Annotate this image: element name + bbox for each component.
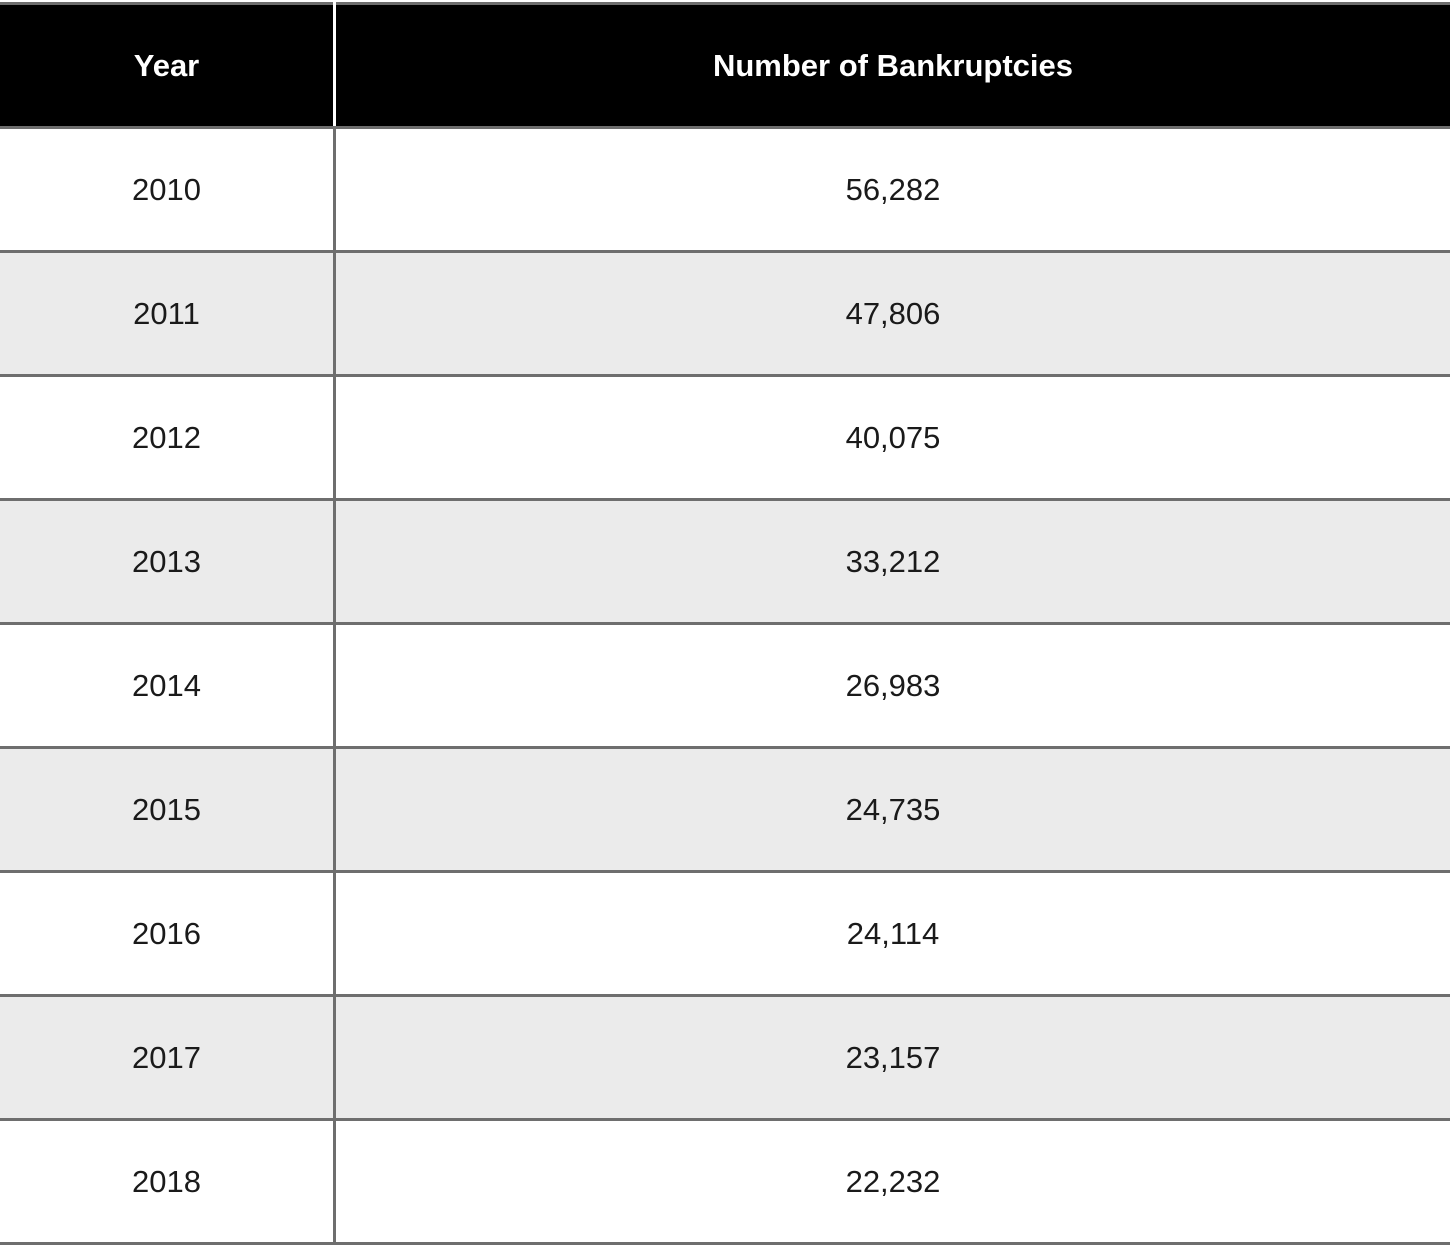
year-cell: 2010 [0, 126, 336, 253]
table-row: 2015 24,735 [0, 746, 1450, 873]
bankruptcies-cell: 26,983 [334, 622, 1450, 749]
bankruptcies-cell: 33,212 [334, 498, 1450, 625]
year-cell: 2018 [0, 1118, 336, 1245]
table-body: 2010 56,282 2011 47,806 2012 40,075 2013 33,212… [0, 126, 1450, 1245]
table-header: Year Number of Bankruptcies [0, 2, 1450, 129]
table-row: 2012 40,075 [0, 374, 1450, 501]
header-row: Year Number of Bankruptcies [0, 2, 1450, 129]
bankruptcies-cell: 22,232 [334, 1118, 1450, 1245]
table-row: 2018 22,232 [0, 1118, 1450, 1245]
column-header-year: Year [0, 2, 336, 129]
year-cell: 2017 [0, 994, 336, 1121]
table-row: 2011 47,806 [0, 250, 1450, 377]
table-row: 2016 24,114 [0, 870, 1450, 997]
year-cell: 2015 [0, 746, 336, 873]
year-cell: 2016 [0, 870, 336, 997]
column-header-bankruptcies: Number of Bankruptcies [334, 2, 1450, 129]
year-cell: 2012 [0, 374, 336, 501]
year-cell: 2011 [0, 250, 336, 377]
table-row: 2014 26,983 [0, 622, 1450, 749]
bankruptcies-cell: 40,075 [334, 374, 1450, 501]
bankruptcies-cell: 23,157 [334, 994, 1450, 1121]
year-cell: 2014 [0, 622, 336, 749]
bankruptcies-cell: 24,735 [334, 746, 1450, 873]
bankruptcies-cell: 47,806 [334, 250, 1450, 377]
table-row: 2017 23,157 [0, 994, 1450, 1121]
bankruptcies-cell: 56,282 [334, 126, 1450, 253]
table-row: 2010 56,282 [0, 126, 1450, 253]
bankruptcies-cell: 24,114 [334, 870, 1450, 997]
table-row: 2013 33,212 [0, 498, 1450, 625]
year-cell: 2013 [0, 498, 336, 625]
